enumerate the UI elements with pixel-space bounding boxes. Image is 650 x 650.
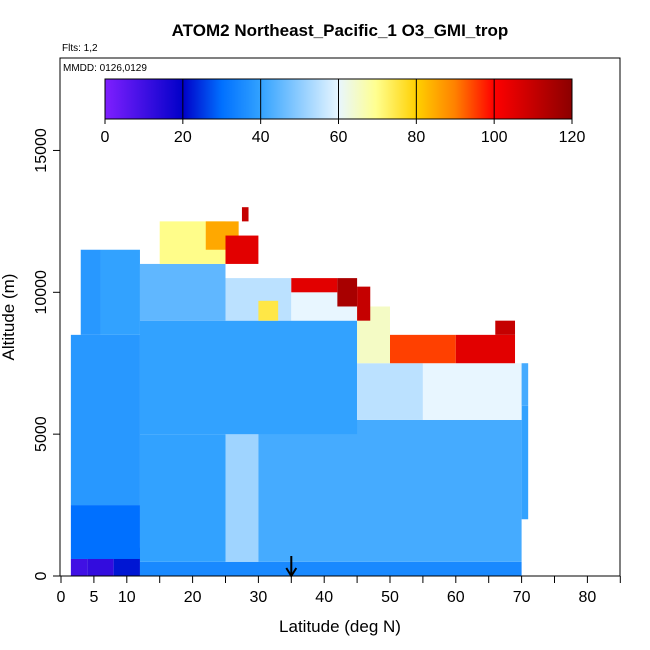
colorbar-ticks: 0 20 40 60 80 100 120	[101, 79, 586, 146]
heatmap-cell	[139, 561, 522, 576]
x-tick-label: 10	[118, 589, 136, 606]
plot-frame	[59, 57, 621, 577]
heatmap-cell	[521, 363, 529, 406]
heatmap-cell	[80, 249, 101, 335]
heatmap-cell	[70, 558, 88, 576]
y-tick-label: 0	[33, 571, 50, 580]
heatmap-cell	[139, 320, 358, 435]
x-axis-label: Latitude (deg N)	[279, 617, 401, 636]
heatmap-cells	[70, 207, 529, 576]
heatmap-cell	[139, 263, 226, 321]
colorbar-tick-label: 0	[101, 129, 110, 146]
heatmap-cell	[455, 334, 516, 364]
latitude-marker-arrow	[285, 556, 298, 578]
colorbar-tick-label: 100	[481, 129, 508, 146]
heatmap-cell	[258, 419, 522, 562]
chart-title: ATOM2 Northeast_Pacific_1 O3_GMI_trop	[172, 21, 509, 40]
heatmap-cell	[225, 235, 259, 264]
x-tick-label: 20	[184, 589, 202, 606]
y-tick-label: 15000	[33, 128, 50, 173]
colorbar-tick-label: 60	[330, 129, 348, 146]
flights-annotation: Flts: 1,2	[62, 43, 98, 54]
x-tick-label: 40	[315, 589, 333, 606]
heatmap-cell	[390, 334, 456, 364]
marker-arrow-head	[285, 567, 298, 578]
x-tick-label: 80	[579, 589, 597, 606]
y-tick-label: 5000	[33, 416, 50, 452]
x-tick-label: 30	[250, 589, 268, 606]
heatmap-cell	[100, 249, 140, 335]
heatmap-cell	[422, 363, 522, 420]
colorbar-tick-label: 120	[559, 129, 586, 146]
heatmap-cell	[357, 363, 423, 420]
dates-annotation: MMDD: 0126,0129	[63, 63, 147, 74]
heatmap-cell	[357, 286, 371, 321]
x-tick-label: 70	[513, 589, 531, 606]
colorbar-tick-label: 20	[174, 129, 192, 146]
x-tick-label: 60	[447, 589, 465, 606]
heatmap-cell	[139, 434, 226, 562]
heatmap-cell	[291, 278, 338, 293]
colorbar-tick-label: 40	[252, 129, 270, 146]
heatmap-cell	[521, 405, 529, 520]
x-axis-ticks: 0 5 10 20 30 40 50 60 70 80	[57, 576, 621, 606]
heatmap-cell	[70, 505, 140, 559]
heatmap-cell	[337, 278, 358, 307]
y-axis-label: Altitude (m)	[0, 274, 18, 361]
heatmap-cell	[241, 207, 249, 222]
heatmap-cell	[70, 334, 140, 506]
colorbar-tick-label: 80	[407, 129, 425, 146]
heatmap-cell	[258, 300, 279, 321]
x-tick-label: 50	[381, 589, 399, 606]
x-tick-label: 0	[57, 589, 66, 606]
y-tick-label: 10000	[33, 270, 50, 315]
x-tick-label: 5	[89, 589, 98, 606]
heatmap-cell	[495, 320, 516, 335]
y-axis-ticks: 0 5000 10000 15000	[33, 128, 60, 580]
